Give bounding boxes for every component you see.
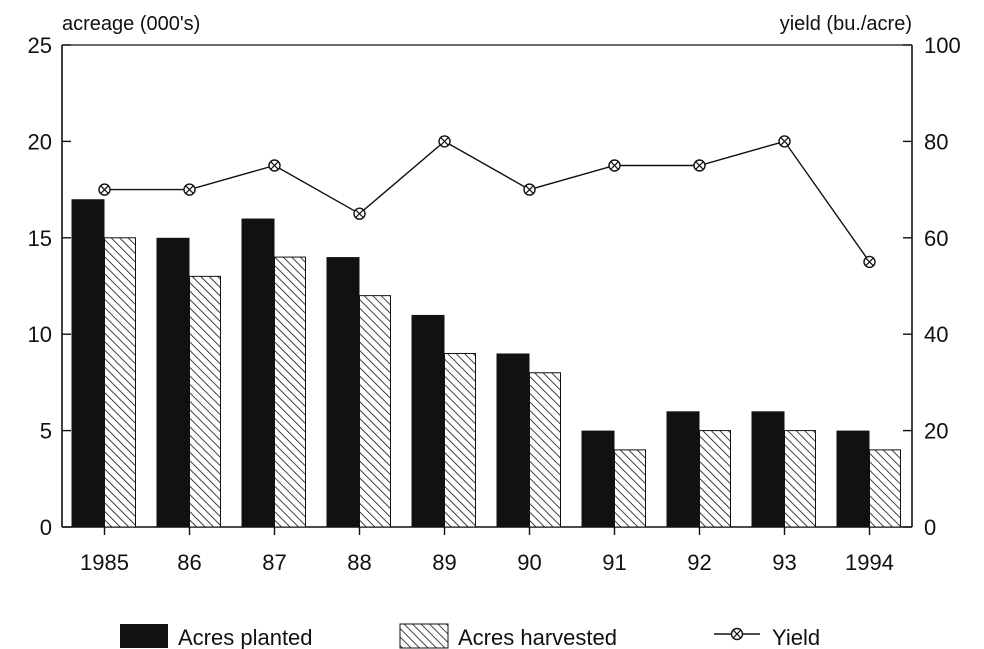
x-tick-label: 91 bbox=[602, 550, 626, 575]
yield-marker-cross bbox=[185, 185, 194, 194]
yield-line bbox=[104, 140, 871, 263]
right-axis-title: yield (bu./acre) bbox=[780, 13, 912, 35]
legend-swatch-acres-harvested bbox=[399, 623, 449, 649]
yield-marker bbox=[98, 183, 111, 196]
x-tick-label: 90 bbox=[517, 550, 541, 575]
yield-marker-cross bbox=[440, 137, 449, 146]
yield-series bbox=[98, 135, 876, 269]
x-tick-label: 88 bbox=[347, 550, 371, 575]
left-tick-label: 20 bbox=[28, 129, 52, 154]
bar-acres-planted bbox=[411, 314, 445, 527]
bar-acres-harvested bbox=[189, 275, 221, 528]
x-tick-label: 92 bbox=[687, 550, 711, 575]
x-tick-label: 89 bbox=[432, 550, 456, 575]
legend: Acres planted Acres harvested Yield bbox=[120, 623, 820, 649]
bar-acres-planted bbox=[71, 199, 105, 528]
bar-acres-planted bbox=[241, 218, 275, 527]
bar-acres-harvested bbox=[444, 352, 476, 528]
yield-marker-cross bbox=[525, 185, 534, 194]
yield-marker-cross bbox=[865, 257, 874, 267]
bar-acres-harvested bbox=[614, 449, 646, 528]
yield-marker-cross bbox=[100, 185, 109, 194]
yield-marker-cross bbox=[780, 137, 789, 146]
legend-swatch-yield-cross bbox=[732, 629, 742, 639]
legend-label-yield: Yield bbox=[772, 625, 820, 649]
bar-acres-planted bbox=[751, 411, 785, 527]
bar-acres-harvested bbox=[104, 237, 136, 528]
right-tick-label: 60 bbox=[924, 226, 948, 251]
bar-acres-harvested bbox=[784, 430, 816, 528]
yield-marker-cross bbox=[610, 161, 619, 170]
right-tick-label: 0 bbox=[924, 515, 936, 540]
right-tick-label: 80 bbox=[924, 129, 948, 154]
yield-marker bbox=[693, 159, 706, 172]
yield-marker-cross bbox=[355, 209, 364, 218]
yield-marker bbox=[268, 159, 281, 172]
x-tick-label: 86 bbox=[177, 550, 201, 575]
left-tick-label: 15 bbox=[28, 226, 52, 251]
yield-marker bbox=[183, 183, 196, 196]
bar-acres-planted bbox=[581, 430, 615, 527]
bar-acres-harvested bbox=[699, 430, 731, 528]
left-axis-title: acreage (000's) bbox=[62, 13, 200, 35]
bar-acres-harvested bbox=[529, 372, 561, 528]
bar-acres-harvested bbox=[274, 256, 306, 528]
legend-label-acres-harvested: Acres harvested bbox=[458, 625, 617, 649]
left-tick-label: 0 bbox=[40, 515, 52, 540]
bar-acres-planted bbox=[666, 411, 700, 527]
yield-marker bbox=[608, 159, 621, 172]
yield-marker-cross bbox=[270, 161, 279, 170]
left-tick-label: 5 bbox=[40, 419, 52, 444]
axes: 0 5 10 15 20 25 0 20 40 60 80 100 1985 86 87 88 89 90 91 92… bbox=[28, 33, 961, 575]
bar-acres-planted bbox=[836, 430, 870, 527]
left-tick-label: 25 bbox=[28, 33, 52, 58]
bar-acres-planted bbox=[496, 353, 530, 527]
right-tick-label: 100 bbox=[924, 33, 961, 58]
yield-marker bbox=[438, 135, 451, 148]
right-tick-label: 40 bbox=[924, 322, 948, 347]
bar-acres-harvested bbox=[869, 449, 901, 528]
bars bbox=[71, 199, 901, 528]
yield-marker bbox=[523, 183, 536, 196]
left-tick-label: 10 bbox=[28, 322, 52, 347]
x-tick-label: 1994 bbox=[845, 550, 894, 575]
bar-acres-harvested bbox=[359, 295, 391, 528]
yield-marker bbox=[778, 135, 791, 148]
x-tick-label: 93 bbox=[772, 550, 796, 575]
x-tick-label: 87 bbox=[262, 550, 286, 575]
yield-marker bbox=[863, 255, 876, 269]
bar-acres-planted bbox=[326, 257, 360, 527]
legend-label-acres-planted: Acres planted bbox=[178, 625, 313, 649]
x-tick-label: 1985 bbox=[80, 550, 129, 575]
legend-swatch-acres-planted bbox=[120, 624, 168, 648]
yield-marker bbox=[353, 207, 366, 220]
right-tick-label: 20 bbox=[924, 419, 948, 444]
bar-acres-planted bbox=[156, 237, 190, 528]
yield-marker-cross bbox=[695, 161, 704, 170]
